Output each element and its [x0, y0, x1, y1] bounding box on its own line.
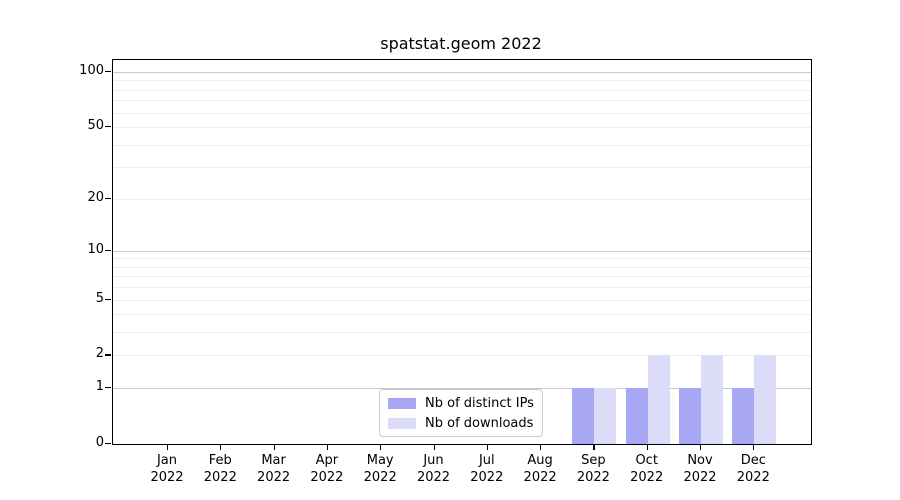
- y-tick-mark: [105, 443, 111, 445]
- x-tick-label: Jun 2022: [416, 453, 451, 485]
- x-tick-mark: [540, 444, 542, 450]
- bar-distinct-ips-dec-2022: [732, 388, 755, 444]
- minor-gridline: [113, 332, 811, 334]
- x-tick-label: Jul 2022: [470, 453, 504, 485]
- x-tick-label: Apr 2022: [310, 453, 344, 485]
- x-tick-mark: [700, 444, 702, 450]
- minor-gridline: [113, 355, 811, 357]
- major-gridline: [113, 250, 811, 252]
- y-tick-label: 2: [95, 346, 104, 362]
- y-tick-label: 1: [95, 379, 104, 395]
- minor-gridline: [113, 258, 811, 260]
- legend-swatch-downloads: [388, 417, 416, 429]
- y-tick-mark: [105, 197, 111, 199]
- x-tick-mark: [167, 444, 169, 450]
- minor-gridline: [113, 112, 811, 114]
- x-tick-label: Jan 2022: [150, 453, 184, 485]
- major-gridline: [113, 72, 811, 73]
- legend-swatch-distinct-ips: [388, 397, 416, 409]
- minor-gridline: [113, 287, 811, 289]
- legend-item-downloads: Nb of downloads: [388, 416, 534, 431]
- x-tick-label: Oct 2022: [630, 453, 664, 485]
- bar-distinct-ips-sep-2022: [572, 388, 595, 444]
- plot-area: Nb of distinct IPs Nb of downloads: [112, 59, 812, 445]
- x-tick-mark: [486, 444, 488, 450]
- y-tick-mark: [105, 387, 111, 389]
- minor-gridline: [113, 89, 811, 91]
- y-tick-mark: [105, 298, 111, 300]
- bar-downloads-nov-2022: [701, 355, 723, 444]
- minor-gridline: [113, 276, 811, 278]
- y-tick-label: 5: [95, 290, 104, 306]
- bar-downloads-sep-2022: [594, 388, 617, 444]
- x-tick-mark: [433, 444, 435, 450]
- x-tick-mark: [593, 444, 595, 450]
- minor-gridline: [113, 266, 811, 268]
- minor-gridline: [113, 299, 811, 301]
- legend-label-downloads: Nb of downloads: [425, 415, 534, 431]
- minor-gridline: [113, 127, 811, 129]
- minor-gridline: [113, 80, 811, 82]
- x-tick-mark: [380, 444, 382, 450]
- bar-downloads-dec-2022: [754, 355, 777, 444]
- y-tick-label: 100: [79, 63, 104, 78]
- y-tick-mark: [105, 71, 111, 73]
- y-tick-label: 0: [95, 435, 104, 450]
- x-tick-mark: [753, 444, 755, 450]
- legend-item-distinct-ips: Nb of distinct IPs: [388, 396, 534, 411]
- x-tick-label: Nov 2022: [683, 453, 717, 485]
- y-tick-label: 50: [87, 118, 104, 134]
- y-tick-mark: [105, 249, 111, 251]
- x-tick-label: Aug 2022: [523, 453, 557, 485]
- y-tick-label: 10: [87, 241, 104, 257]
- bar-downloads-oct-2022: [647, 355, 670, 444]
- bar-distinct-ips-nov-2022: [679, 388, 701, 444]
- legend: Nb of distinct IPs Nb of downloads: [379, 389, 543, 437]
- minor-gridline: [113, 314, 811, 316]
- x-tick-label: Sep 2022: [576, 453, 610, 485]
- legend-label-distinct-ips: Nb of distinct IPs: [425, 395, 534, 411]
- x-tick-label: May 2022: [363, 453, 397, 485]
- x-tick-mark: [273, 444, 275, 450]
- x-tick-mark: [646, 444, 648, 450]
- x-tick-label: Dec 2022: [736, 453, 770, 485]
- major-gridline: [113, 388, 811, 390]
- y-tick-label: 20: [87, 189, 104, 205]
- y-tick-mark: [105, 354, 111, 356]
- x-tick-label: Mar 2022: [257, 453, 291, 485]
- minor-gridline: [113, 198, 811, 200]
- minor-gridline: [113, 144, 811, 146]
- y-tick-mark: [105, 126, 111, 128]
- bar-distinct-ips-oct-2022: [625, 388, 648, 444]
- x-tick-label: Feb 2022: [203, 453, 237, 485]
- x-tick-mark: [326, 444, 329, 450]
- chart-title: spatstat.geom 2022: [380, 34, 542, 53]
- minor-gridline: [113, 167, 811, 169]
- minor-gridline: [113, 100, 811, 102]
- x-tick-mark: [220, 444, 222, 450]
